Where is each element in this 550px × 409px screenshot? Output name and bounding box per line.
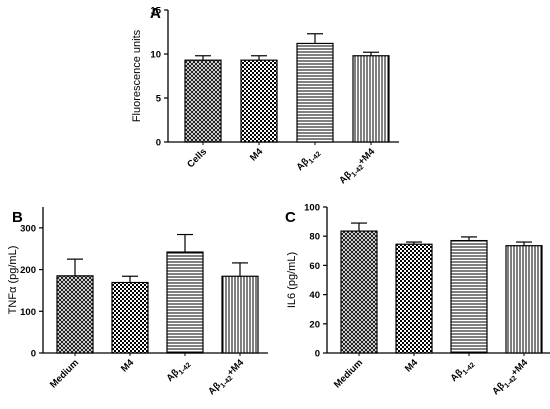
chart-panel-c: C IL6 (pg/mL) 0 20 40 60 80 100 Medium M4 Aβ1-42 Aβ… bbox=[285, 203, 550, 399]
bar bbox=[352, 55, 390, 143]
y-tick-label: 60 bbox=[309, 261, 320, 272]
bar bbox=[111, 281, 149, 354]
panel-letter: C bbox=[285, 209, 296, 226]
bar bbox=[296, 42, 334, 143]
y-tick-label: 0 bbox=[156, 138, 161, 149]
x-category-label: Medium bbox=[332, 357, 365, 390]
x-category-label: M4 bbox=[248, 146, 266, 164]
y-axis-title: TNFα (pg/mL) bbox=[7, 246, 19, 315]
y-axis-title: Fluorescence units bbox=[131, 29, 143, 122]
panel-letter: B bbox=[12, 209, 23, 226]
bar bbox=[56, 275, 94, 354]
x-category-label: Aβ1-42+M4 bbox=[490, 357, 532, 399]
panel-letter: A bbox=[150, 5, 161, 22]
y-tick-label: 0 bbox=[315, 349, 320, 360]
bar bbox=[395, 243, 433, 354]
x-category-label: Aβ1-42 bbox=[294, 146, 322, 174]
bar bbox=[450, 239, 488, 354]
y-tick-label: 20 bbox=[309, 319, 320, 330]
x-category-label: Aβ1-42 bbox=[448, 357, 476, 385]
bar bbox=[240, 59, 278, 143]
x-category-label: M4 bbox=[119, 357, 137, 375]
y-tick-label: 0 bbox=[31, 349, 36, 360]
y-tick-label: 5 bbox=[156, 94, 162, 105]
y-tick-label: 15 bbox=[150, 6, 161, 17]
y-tick-label: 10 bbox=[150, 50, 161, 61]
x-category-label: Aβ1-42+M4 bbox=[337, 146, 379, 188]
chart-panel-b: B TNFα (pg/mL) 0 100 200 300 Medium M4 Aβ1-42 Aβ1… bbox=[7, 207, 268, 399]
y-tick-label: 200 bbox=[20, 265, 36, 276]
chart-panel-a: A Fluorescence units 0 5 10 15 Cells M4 Aβ1-42 Aβ… bbox=[131, 5, 399, 188]
bar bbox=[505, 245, 543, 354]
bar bbox=[184, 59, 222, 143]
y-tick-label: 80 bbox=[309, 232, 320, 243]
x-category-label: Medium bbox=[48, 357, 81, 390]
x-category-label: Aβ1-42+M4 bbox=[206, 357, 248, 399]
bar bbox=[340, 230, 378, 354]
y-tick-label: 100 bbox=[20, 307, 36, 318]
y-tick-label: 40 bbox=[309, 290, 320, 301]
y-tick-label: 300 bbox=[20, 223, 36, 234]
x-category-label: Cells bbox=[185, 146, 209, 170]
y-axis-title: IL6 (pg/mL) bbox=[286, 252, 298, 308]
y-tick-label: 100 bbox=[304, 203, 320, 214]
x-category-label: M4 bbox=[403, 357, 421, 375]
x-category-label: Aβ1-42 bbox=[164, 357, 192, 385]
bar bbox=[221, 275, 259, 354]
bar bbox=[166, 251, 204, 354]
